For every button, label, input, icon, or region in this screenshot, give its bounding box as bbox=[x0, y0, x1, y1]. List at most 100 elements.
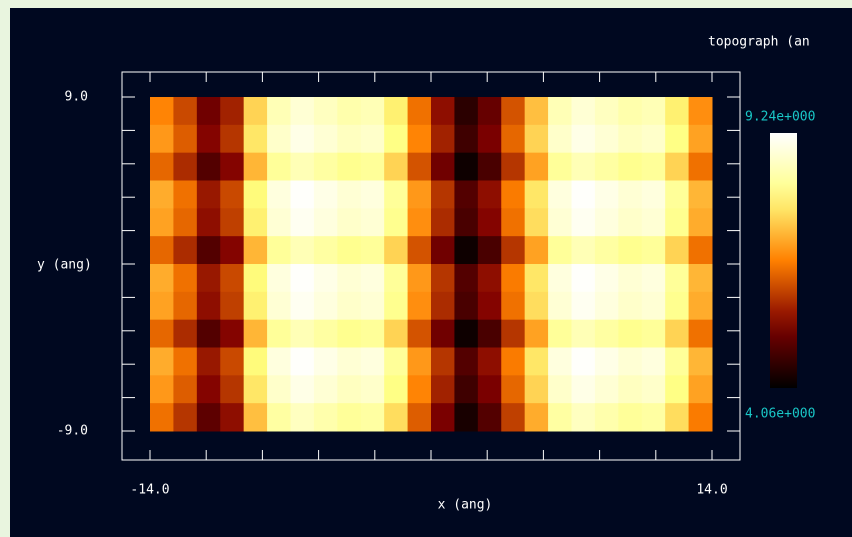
heatmap-cell bbox=[267, 403, 291, 432]
heatmap-cell bbox=[196, 375, 221, 404]
heatmap-cell bbox=[173, 375, 198, 404]
heatmap-cell bbox=[477, 403, 502, 432]
heatmap-cell bbox=[267, 375, 291, 404]
heatmap-cell bbox=[337, 319, 362, 348]
heatmap-cell bbox=[173, 236, 198, 265]
y-tick-label: 9.0 bbox=[65, 90, 88, 105]
heatmap-cell bbox=[313, 97, 338, 126]
heatmap-cell bbox=[150, 236, 174, 265]
heatmap-cell bbox=[337, 291, 362, 321]
heatmap-cell bbox=[290, 319, 315, 348]
heatmap-cell bbox=[290, 264, 315, 293]
x-tick-label: 14.0 bbox=[696, 483, 727, 498]
heatmap-cell bbox=[150, 124, 174, 154]
heatmap-cell bbox=[337, 180, 362, 209]
heatmap-cell bbox=[267, 347, 291, 376]
heatmap-cell bbox=[477, 264, 502, 293]
heatmap-cell bbox=[641, 375, 666, 404]
heatmap-cell bbox=[173, 97, 198, 126]
heatmap-cell bbox=[524, 208, 549, 237]
heatmap-cell bbox=[501, 319, 526, 348]
heatmap-cell bbox=[665, 403, 690, 432]
colorbar-label: 4.06e+000 bbox=[745, 407, 815, 422]
heatmap-cell bbox=[220, 319, 245, 348]
heatmap-cell bbox=[384, 291, 409, 321]
heatmap-cell bbox=[501, 347, 526, 376]
heatmap-cell bbox=[431, 97, 455, 126]
heatmap-cell bbox=[454, 403, 479, 432]
heatmap-cell bbox=[571, 347, 596, 376]
heatmap-cell bbox=[431, 403, 455, 432]
heatmap-cell bbox=[267, 152, 291, 181]
heatmap-cell bbox=[524, 264, 549, 293]
heatmap-cell bbox=[524, 124, 549, 154]
heatmap-cell bbox=[618, 124, 643, 154]
heatmap-cell bbox=[454, 264, 479, 293]
heatmap-cell bbox=[571, 208, 596, 237]
heatmap-cell bbox=[618, 403, 643, 432]
heatmap-cell bbox=[641, 124, 666, 154]
heatmap-cell bbox=[173, 208, 198, 237]
heatmap-cell bbox=[196, 291, 221, 321]
heatmap-cell bbox=[267, 319, 291, 348]
heatmap-cell bbox=[501, 236, 526, 265]
heatmap-cell bbox=[548, 152, 572, 181]
chart-title: topograph (an bbox=[708, 35, 810, 50]
heatmap-cell bbox=[454, 180, 479, 209]
heatmap-cell bbox=[477, 236, 502, 265]
heatmap-cell bbox=[641, 152, 666, 181]
heatmap-cell bbox=[641, 264, 666, 293]
heatmap-cell bbox=[150, 319, 174, 348]
heatmap-cell bbox=[337, 124, 362, 154]
heatmap-cell bbox=[594, 97, 619, 126]
heatmap-cell bbox=[688, 208, 713, 237]
heatmap-cell bbox=[384, 208, 409, 237]
heatmap-cell bbox=[384, 319, 409, 348]
y-axis-label: y (ang) bbox=[37, 258, 92, 273]
heatmap-cell bbox=[337, 375, 362, 404]
heatmap-cell bbox=[477, 347, 502, 376]
heatmap-cell bbox=[571, 236, 596, 265]
heatmap-cell bbox=[688, 264, 713, 293]
heatmap-cell bbox=[384, 264, 409, 293]
heatmap-cell bbox=[407, 124, 432, 154]
heatmap-cell bbox=[594, 236, 619, 265]
colorbar bbox=[770, 133, 797, 388]
heatmap-cell bbox=[313, 152, 338, 181]
heatmap-cell bbox=[594, 208, 619, 237]
heatmap-cell bbox=[290, 124, 315, 154]
heatmap-cell bbox=[267, 264, 291, 293]
heatmap-cell bbox=[313, 236, 338, 265]
heatmap-cell bbox=[267, 124, 291, 154]
heatmap-cell bbox=[384, 236, 409, 265]
heatmap-cell bbox=[431, 291, 455, 321]
heatmap-cell bbox=[688, 319, 713, 348]
heatmap-cell bbox=[665, 375, 690, 404]
heatmap-cell bbox=[501, 208, 526, 237]
heatmap-cell bbox=[290, 403, 315, 432]
heatmap-cell bbox=[665, 347, 690, 376]
heatmap-cell bbox=[313, 264, 338, 293]
heatmap-cell bbox=[594, 152, 619, 181]
heatmap-cell bbox=[243, 236, 268, 265]
heatmap-cell bbox=[173, 180, 198, 209]
heatmap-cell bbox=[524, 152, 549, 181]
heatmap-cell bbox=[173, 264, 198, 293]
heatmap-cell bbox=[150, 152, 174, 181]
heatmap-cell bbox=[150, 97, 174, 126]
heatmap-cell bbox=[313, 124, 338, 154]
heatmap-cell bbox=[524, 97, 549, 126]
heatmap-cell bbox=[641, 403, 666, 432]
heatmap-cell bbox=[571, 264, 596, 293]
heatmap-cell bbox=[665, 97, 690, 126]
heatmap-cell bbox=[220, 236, 245, 265]
heatmap-cell bbox=[688, 236, 713, 265]
heatmap-cell bbox=[173, 152, 198, 181]
heatmap-cell bbox=[618, 236, 643, 265]
heatmap-cell bbox=[243, 347, 268, 376]
heatmap-cell bbox=[594, 264, 619, 293]
heatmap-cell bbox=[313, 180, 338, 209]
heatmap-cell bbox=[594, 319, 619, 348]
heatmap-cell bbox=[477, 375, 502, 404]
